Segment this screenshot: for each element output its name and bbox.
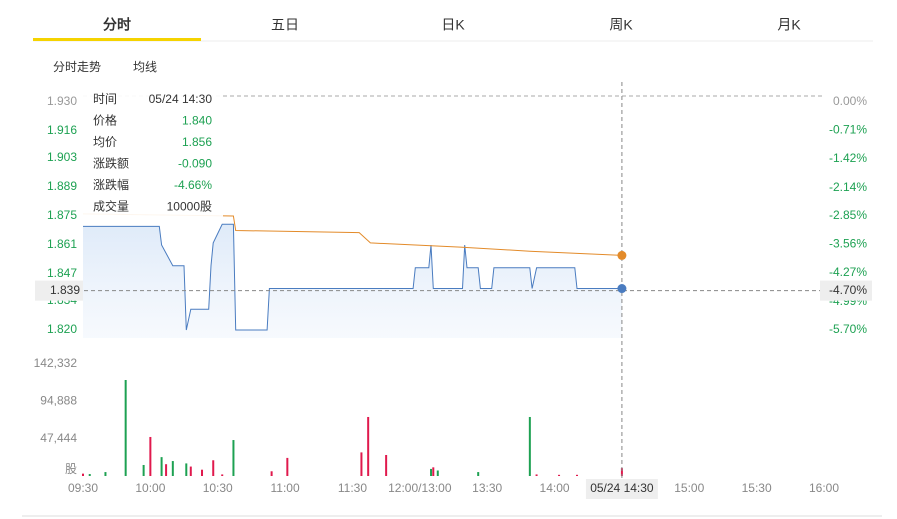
tab[interactable]: 日K	[441, 17, 465, 33]
volume-bar	[360, 452, 363, 476]
y-tick-label: 1.820	[47, 322, 77, 336]
volume-bar	[221, 474, 224, 476]
tab[interactable]: 月K	[777, 17, 801, 33]
end-dot	[617, 250, 627, 260]
volume-bar	[432, 467, 435, 476]
volume-bar	[142, 464, 145, 476]
crosshair-y2-box	[820, 280, 872, 301]
tooltip-value: -4.66%	[174, 178, 212, 192]
end-dot	[617, 284, 627, 294]
x-tick-label: 09:30	[68, 481, 98, 495]
tooltip-label: 涨跌幅	[93, 177, 129, 192]
volume-tick-label: 股	[65, 462, 77, 476]
tooltip-label: 时间	[93, 92, 117, 106]
volume-bar	[535, 474, 538, 476]
volume-bar	[558, 474, 561, 476]
volume-bar	[270, 471, 273, 476]
volume-bar	[104, 472, 107, 476]
volume-bar	[189, 466, 192, 476]
volume-bar	[232, 440, 235, 476]
volume-tick-label: 142,332	[34, 356, 78, 370]
y-tick-label: 1.861	[47, 237, 77, 251]
x-tick-label: 13:30	[472, 481, 502, 495]
volume-bar	[286, 457, 289, 476]
crosshair-y-label: 1.839	[50, 283, 80, 297]
y-tick-label: 1.889	[47, 179, 77, 193]
volume-bar	[385, 454, 388, 476]
tooltip-label: 均价	[93, 135, 117, 149]
volume-tick-label: 47,444	[40, 431, 77, 445]
tooltip-value: 1.856	[182, 135, 212, 149]
volume-bar	[436, 470, 439, 476]
y2-tick-label: -2.85%	[829, 208, 867, 222]
tab[interactable]: 分时	[103, 17, 131, 33]
tab[interactable]: 五日	[271, 17, 299, 33]
y-tick-label: 1.875	[47, 208, 77, 222]
series-line	[82, 213, 622, 256]
volume-bar	[528, 416, 531, 476]
y-tick-label: 1.930	[47, 94, 77, 108]
volume-bar	[576, 474, 578, 476]
y2-tick-label: -3.56%	[829, 237, 867, 251]
volume-tick-label: 94,888	[40, 394, 77, 408]
y2-tick-label: -2.14%	[829, 180, 867, 194]
y2-tick-label: -0.71%	[829, 123, 867, 137]
tooltip-value: 10000股	[167, 200, 212, 214]
x-tick-label: 11:00	[271, 481, 300, 495]
price-area	[83, 224, 622, 338]
x-tick-label: 16:00	[809, 481, 839, 495]
tooltip-value: -0.090	[178, 157, 212, 171]
series-line	[83, 223, 622, 331]
tooltip-label: 价格	[93, 113, 117, 128]
volume-bar	[88, 474, 91, 476]
volume-bar	[82, 473, 84, 476]
legend-item[interactable]: 分时走势	[53, 60, 101, 74]
crosshair-y2-label: -4.70%	[829, 283, 867, 297]
tooltip-value: 05/24 14:30	[149, 92, 213, 106]
volume-bar	[477, 472, 480, 476]
volume-bar	[201, 469, 204, 476]
tooltip-box	[83, 88, 223, 220]
y-tick-label: 1.903	[47, 150, 77, 164]
y-tick-label: 1.847	[47, 266, 77, 280]
legend-item[interactable]: 均线	[133, 60, 157, 74]
y2-tick-label: -5.70%	[829, 322, 867, 336]
crosshair-x-label: 05/24 14:30	[590, 481, 654, 495]
volume-bar	[212, 460, 215, 476]
x-tick-label: 15:00	[674, 481, 704, 495]
x-tick-label: 14:00	[540, 481, 570, 495]
tooltip-value: 1.840	[182, 114, 212, 128]
tooltip-label: 成交量	[93, 199, 129, 214]
x-tick-label: 10:30	[203, 481, 233, 495]
crosshair-y-box	[35, 280, 83, 301]
volume-bar	[185, 463, 188, 476]
volume-bar	[430, 468, 433, 476]
y2-tick-label: -1.42%	[829, 151, 867, 165]
x-tick-label: 15:30	[742, 481, 772, 495]
volume-bar	[620, 468, 623, 476]
tab[interactable]: 周K	[609, 17, 633, 33]
y2-tick-label: -4.27%	[829, 265, 867, 279]
y-tick-label: 1.916	[47, 123, 77, 137]
volume-bar	[165, 464, 168, 476]
volume-bar	[171, 461, 174, 476]
active-tab-underline	[33, 38, 201, 41]
x-tick-label: 11:30	[338, 481, 367, 495]
x-tick-label: 12:00/13:00	[388, 481, 452, 495]
volume-bar	[124, 379, 127, 476]
y2-tick-label: 0.00%	[833, 94, 867, 108]
x-tick-label: 10:00	[135, 481, 165, 495]
volume-bar	[160, 457, 163, 476]
volume-bar	[367, 416, 370, 476]
tooltip-label: 涨跌额	[93, 156, 129, 171]
crosshair-x-box	[585, 479, 658, 499]
volume-bar	[149, 436, 152, 476]
